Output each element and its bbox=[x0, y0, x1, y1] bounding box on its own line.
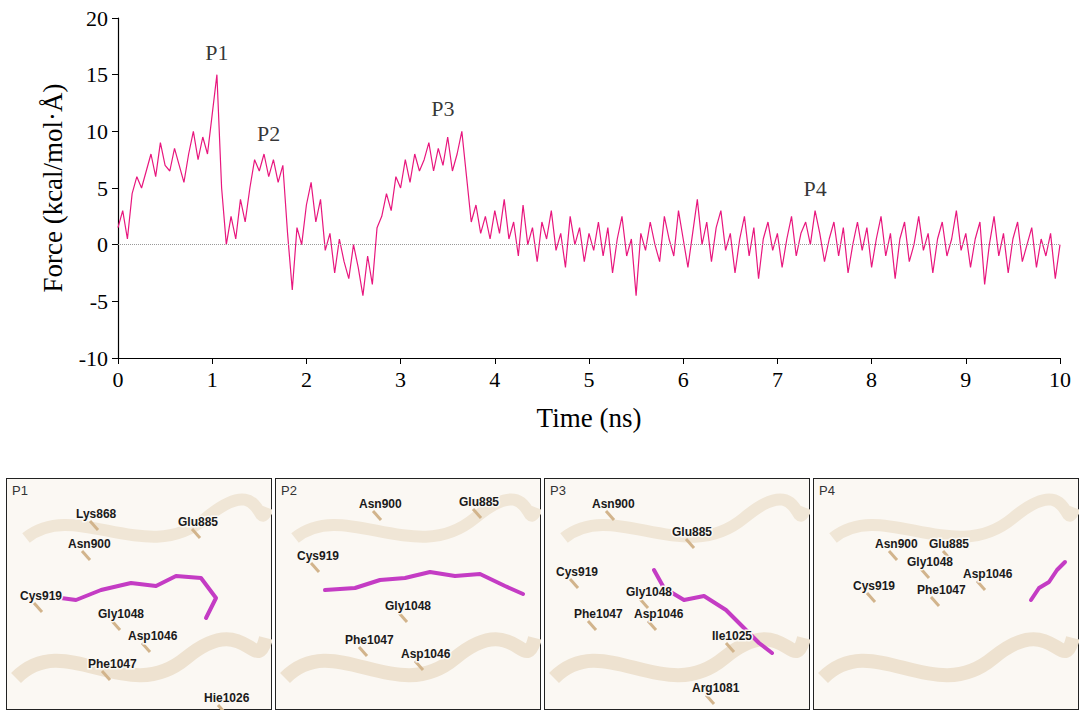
svg-text:Phe1047: Phe1047 bbox=[917, 583, 966, 597]
svg-text:Phe1047: Phe1047 bbox=[345, 633, 394, 647]
svg-text:Asp1046: Asp1046 bbox=[128, 629, 178, 643]
svg-text:Cys919: Cys919 bbox=[297, 549, 339, 563]
svg-text:2: 2 bbox=[301, 367, 312, 392]
svg-text:Time (ns): Time (ns) bbox=[537, 403, 642, 433]
svg-text:Cys919: Cys919 bbox=[853, 579, 895, 593]
svg-text:Cys919: Cys919 bbox=[20, 589, 62, 603]
svg-text:Asn900: Asn900 bbox=[592, 497, 635, 511]
svg-text:P1: P1 bbox=[12, 483, 28, 498]
svg-text:Asn900: Asn900 bbox=[68, 537, 111, 551]
svg-text:Asp1046: Asp1046 bbox=[401, 647, 451, 661]
svg-text:20: 20 bbox=[86, 6, 108, 31]
svg-text:Gly1048: Gly1048 bbox=[626, 585, 672, 599]
svg-text:0: 0 bbox=[113, 367, 124, 392]
svg-text:Asp1046: Asp1046 bbox=[634, 607, 684, 621]
svg-text:4: 4 bbox=[489, 367, 500, 392]
svg-text:P2: P2 bbox=[281, 483, 297, 498]
svg-text:Glu885: Glu885 bbox=[929, 537, 969, 551]
svg-text:8: 8 bbox=[866, 367, 877, 392]
svg-text:Hie1026: Hie1026 bbox=[204, 691, 250, 705]
svg-text:P4: P4 bbox=[819, 483, 835, 498]
svg-text:1: 1 bbox=[207, 367, 218, 392]
svg-text:0: 0 bbox=[97, 232, 108, 257]
svg-text:5: 5 bbox=[584, 367, 595, 392]
svg-text:6: 6 bbox=[678, 367, 689, 392]
svg-text:Ile1025: Ile1025 bbox=[712, 629, 752, 643]
svg-text:7: 7 bbox=[772, 367, 783, 392]
svg-text:P3: P3 bbox=[431, 96, 454, 121]
svg-text:3: 3 bbox=[395, 367, 406, 392]
svg-text:Asp1046: Asp1046 bbox=[963, 567, 1013, 581]
svg-text:Asn900: Asn900 bbox=[875, 537, 918, 551]
svg-text:Glu885: Glu885 bbox=[459, 495, 499, 509]
svg-text:5: 5 bbox=[97, 176, 108, 201]
svg-text:P3: P3 bbox=[550, 483, 566, 498]
svg-text:-5: -5 bbox=[90, 289, 108, 314]
svg-text:P2: P2 bbox=[257, 121, 280, 146]
svg-text:P4: P4 bbox=[803, 176, 826, 201]
svg-text:10: 10 bbox=[86, 119, 108, 144]
svg-text:10: 10 bbox=[1049, 367, 1071, 392]
svg-text:Glu885: Glu885 bbox=[178, 515, 218, 529]
svg-text:Phe1047: Phe1047 bbox=[88, 657, 137, 671]
svg-text:-10: -10 bbox=[79, 346, 108, 371]
svg-text:Cys919: Cys919 bbox=[556, 565, 598, 579]
svg-text:Gly1048: Gly1048 bbox=[907, 555, 953, 569]
svg-text:Asn900: Asn900 bbox=[359, 497, 402, 511]
svg-text:Gly1048: Gly1048 bbox=[385, 599, 431, 613]
svg-text:P1: P1 bbox=[205, 40, 228, 65]
svg-text:Force (kcal/mol·Å): Force (kcal/mol·Å) bbox=[38, 83, 68, 292]
svg-text:Phe1047: Phe1047 bbox=[574, 607, 623, 621]
svg-text:15: 15 bbox=[86, 62, 108, 87]
svg-text:Glu885: Glu885 bbox=[672, 525, 712, 539]
svg-text:Gly1048: Gly1048 bbox=[98, 607, 144, 621]
svg-text:Lys868: Lys868 bbox=[76, 507, 117, 521]
svg-text:Arg1081: Arg1081 bbox=[692, 681, 740, 695]
svg-text:9: 9 bbox=[960, 367, 971, 392]
